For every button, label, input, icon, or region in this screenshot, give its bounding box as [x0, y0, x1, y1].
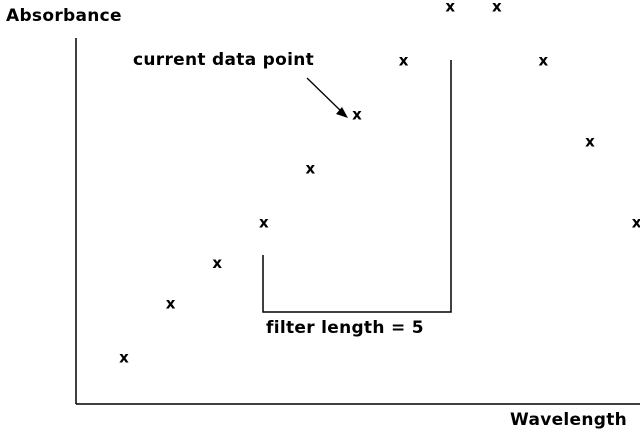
current-data-point-mark: x: [399, 52, 409, 70]
data-point-mark: x: [306, 160, 316, 178]
data-point-mark: x: [492, 0, 502, 16]
data-point-mark: x: [632, 214, 640, 232]
data-point-mark: x: [212, 254, 222, 272]
current-data-point-label: current data point: [133, 50, 315, 70]
current-point-arrowhead: [336, 107, 348, 118]
data-point-mark: x: [119, 349, 129, 367]
data-point-mark: x: [539, 52, 549, 70]
data-point-mark: x: [445, 0, 455, 16]
data-point-mark: x: [585, 133, 595, 151]
data-points: x x x x x x x x x x x x: [119, 0, 640, 367]
data-point-mark: x: [166, 295, 176, 313]
filter-window-bracket: [262, 60, 452, 313]
current-point-arrow-line: [306, 77, 345, 115]
data-point-mark: x: [259, 214, 269, 232]
x-axis-label: Wavelength: [510, 410, 628, 430]
data-point-mark: x: [352, 106, 362, 124]
y-axis-label: Absorbance: [6, 6, 122, 26]
filter-length-label: filter length = 5: [266, 318, 424, 338]
